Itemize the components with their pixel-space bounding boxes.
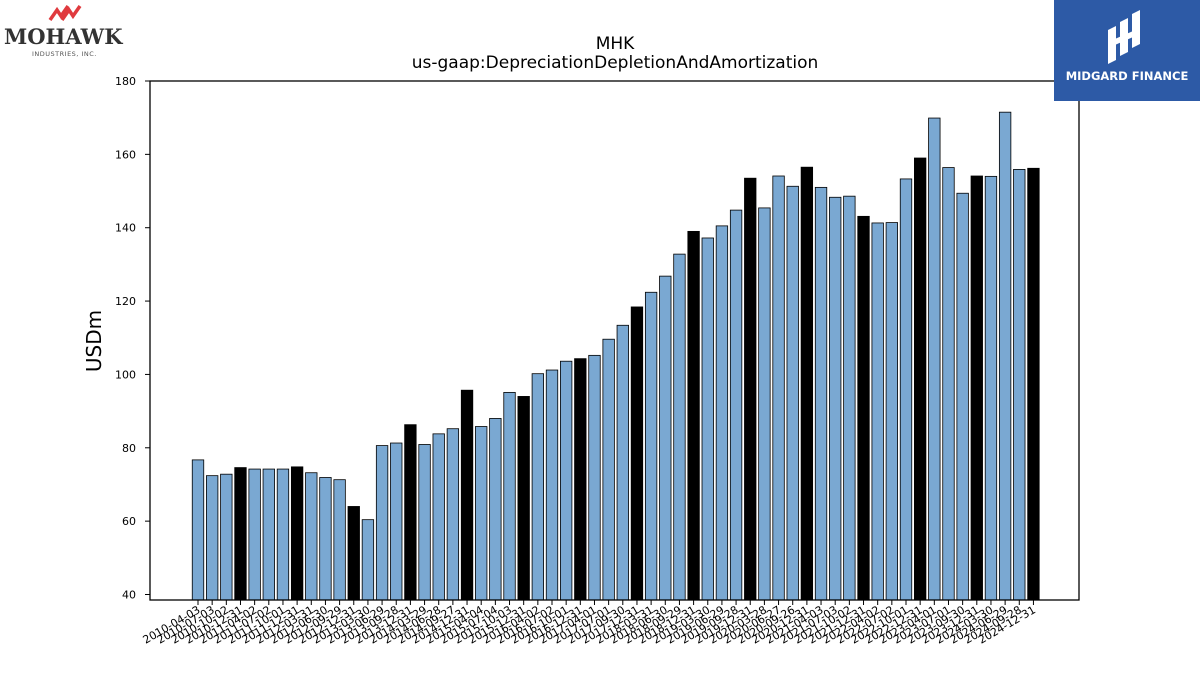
bar-2019-12-31	[744, 177, 757, 601]
y-axis: 40 60 80 100 120 140 160 180	[115, 75, 150, 601]
x-axis: 2010-04-032010-07-032010-10-022010-12-31…	[141, 600, 1038, 647]
plot-frame	[149, 80, 1080, 601]
bar-2019-06-29	[715, 225, 729, 601]
bar-2022-07-02	[885, 222, 898, 601]
bar-2018-12-31	[687, 230, 700, 601]
bar-2019-03-30	[701, 237, 714, 601]
bar-2020-06-27	[772, 175, 785, 601]
bar-2018-06-30	[659, 275, 672, 601]
bar-2016-12-31	[574, 358, 587, 601]
chart-subtitle: us-gaap:DepreciationDepletionAndAmortiza…	[412, 53, 819, 73]
bar-2011-04-02	[248, 468, 261, 601]
bar-2021-12-31	[857, 215, 870, 601]
midgard-mark-icon	[1108, 10, 1140, 64]
bar-2018-09-29	[673, 253, 686, 601]
bar-2014-03-29	[418, 444, 431, 601]
bar-2023-12-31	[970, 175, 983, 601]
mohawk-sub: INDUSTRIES, INC.	[32, 50, 97, 58]
bar-2024-06-29	[998, 111, 1012, 601]
bar-2022-04-02	[871, 222, 884, 601]
bar-2024-09-28	[1013, 168, 1026, 601]
bar-2013-09-28	[390, 442, 403, 601]
bar-2010-10-02	[220, 473, 233, 601]
bar-2012-03-31	[305, 472, 318, 601]
bar-2018-03-31	[644, 291, 658, 601]
bar-2016-04-02	[531, 373, 544, 601]
bar-2023-09-30	[956, 192, 969, 601]
bar-2015-12-31	[517, 396, 530, 601]
bar-2023-04-01	[928, 117, 941, 601]
bar-2021-10-02	[843, 195, 856, 601]
bar-2015-04-04	[475, 426, 488, 601]
y-tick-label: 60	[122, 515, 136, 528]
bar-2015-10-03	[503, 391, 516, 601]
y-tick-label: 80	[122, 442, 136, 455]
y-tick-label: 180	[115, 75, 136, 88]
y-tick-label: 140	[115, 222, 136, 235]
bar-2016-10-01	[560, 360, 573, 601]
bar-2017-12-31	[630, 306, 644, 601]
bar-2013-03-30	[361, 519, 375, 601]
bar-2015-07-04	[489, 418, 502, 601]
bar-2013-12-31	[404, 424, 417, 601]
bar-2017-04-01	[588, 354, 601, 601]
bar-2020-12-31	[800, 166, 814, 601]
chart-title: MHK	[596, 34, 635, 54]
bar-2022-10-01	[899, 178, 913, 601]
bar-2014-06-28	[432, 433, 445, 601]
bar-2012-12-31	[347, 506, 360, 601]
bar-2011-07-02	[262, 468, 275, 601]
bar-2023-07-01	[942, 167, 955, 601]
bar-2010-12-31	[234, 467, 247, 601]
bar-2011-10-01	[276, 468, 290, 601]
mohawk-chevron-icon	[48, 4, 82, 22]
midgard-wordmark: MIDGARD FINANCE	[1065, 69, 1189, 83]
mohawk-wordmark: MOHAWK	[4, 24, 123, 49]
y-tick-label: 40	[122, 588, 136, 601]
bar-2014-12-31	[460, 389, 474, 601]
bar-2021-04-03	[814, 186, 828, 601]
bar-2012-09-29	[333, 479, 346, 601]
bar-2021-07-03	[829, 196, 842, 601]
bar-2010-04-03	[191, 459, 205, 601]
bar-2024-12-31	[1027, 167, 1040, 601]
bar-2017-07-01	[602, 338, 615, 601]
y-tick-label: 100	[115, 368, 136, 381]
y-tick-label: 160	[115, 148, 136, 161]
bar-2011-12-31	[290, 466, 304, 601]
bar-2020-09-26	[786, 185, 799, 601]
bar-2024-03-30	[984, 175, 998, 601]
bar-2022-12-31	[914, 157, 927, 601]
bar-2014-09-27	[446, 428, 460, 601]
y-tick-label: 120	[115, 295, 136, 308]
y-axis-label: USDm	[82, 310, 106, 372]
bars-group	[191, 111, 1040, 601]
mohawk-logo: MOHAWK INDUSTRIES, INC.	[4, 4, 130, 60]
bar-2013-06-29	[375, 445, 389, 601]
bar-2010-07-03	[206, 475, 219, 601]
bar-2019-09-28	[729, 209, 743, 601]
bar-2016-07-02	[545, 369, 559, 601]
bar-2017-09-30	[616, 324, 629, 601]
midgard-logo: MIDGARD FINANCE	[1054, 0, 1200, 101]
bar-2012-06-30	[319, 477, 332, 601]
bar-2020-03-28	[758, 207, 771, 601]
